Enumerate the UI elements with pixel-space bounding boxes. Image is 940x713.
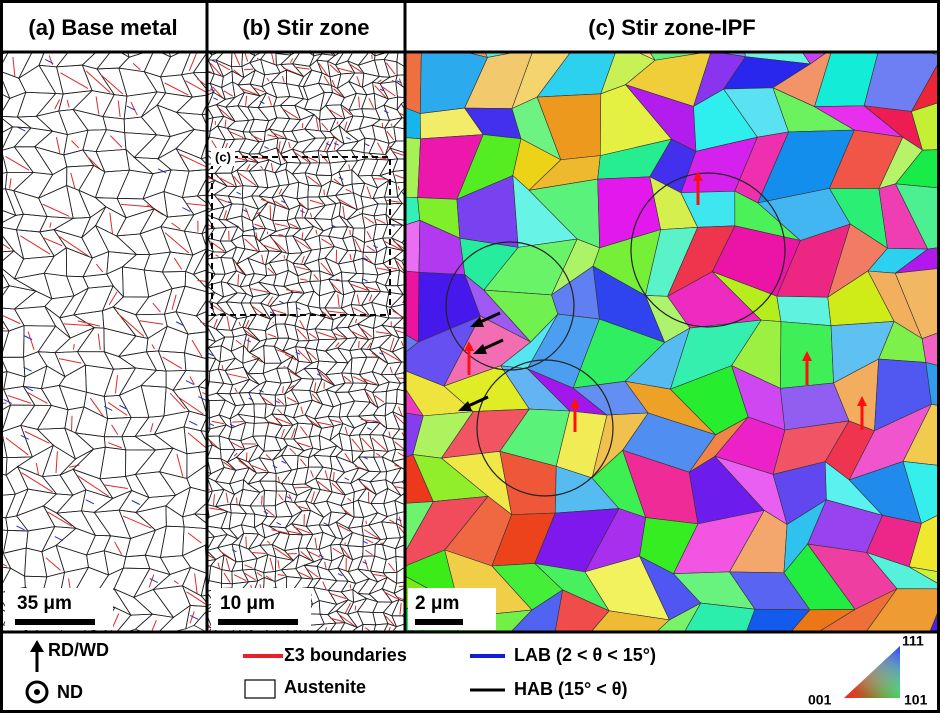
twin-boundary	[244, 69, 253, 70]
legend: RD/WD ND Σ3 boundaries Austenite LAB (2 …	[27, 633, 928, 708]
twin-boundary	[324, 189, 325, 195]
nd-dot	[34, 689, 40, 695]
legend-label: HAB (15° < θ)	[514, 679, 627, 699]
twin-boundary	[262, 496, 263, 505]
panel-title: (b) Stir zone	[242, 15, 369, 40]
scale-bar-label: 35 μm	[17, 593, 72, 614]
twin-boundary	[273, 322, 274, 323]
twin-boundary	[257, 58, 259, 59]
legend-label: Austenite	[284, 677, 366, 697]
twin-boundary	[350, 230, 351, 235]
scale-bar	[415, 619, 463, 625]
legend-label: Σ3 boundaries	[284, 645, 407, 665]
legend-label: LAB (2 < θ < 15°)	[514, 645, 656, 665]
rd-arrow-head	[30, 640, 44, 652]
twin-boundary	[380, 543, 383, 544]
base-metal-map	[0, 28, 236, 638]
panel-title: (c) Stir zone-IPF	[588, 15, 755, 40]
grain	[777, 296, 831, 325]
twin-boundary	[359, 212, 360, 213]
twin-boundary	[359, 341, 360, 348]
ipf-map	[344, 0, 940, 666]
legend-label: RD/WD	[48, 640, 109, 660]
panel-title: (a) Base metal	[28, 15, 177, 40]
twin-boundary	[372, 55, 373, 59]
twin-boundary	[232, 421, 243, 422]
twin-boundary	[278, 235, 283, 236]
stir-zone-map	[192, 37, 414, 638]
legend-label: ND	[57, 682, 83, 702]
figure: (a) Base metal (b) Stir zone (c) Stir zo…	[0, 0, 940, 713]
scale-bar	[15, 619, 95, 625]
inset-label: (c)	[215, 149, 231, 164]
ipf-triangle-overlay	[844, 646, 900, 698]
twin-boundary	[246, 537, 247, 548]
ipf-label: 111	[902, 633, 924, 649]
scale-bar	[218, 619, 298, 625]
scale-bar-label: 10 μm	[220, 593, 275, 614]
twin-boundary	[355, 606, 356, 611]
austenite-swatch	[245, 680, 275, 698]
scale-bar-label: 2 μm	[415, 593, 459, 614]
ipf-label: 101	[904, 692, 928, 708]
twin-boundary	[333, 472, 334, 481]
ipf-label: 001	[808, 692, 832, 708]
